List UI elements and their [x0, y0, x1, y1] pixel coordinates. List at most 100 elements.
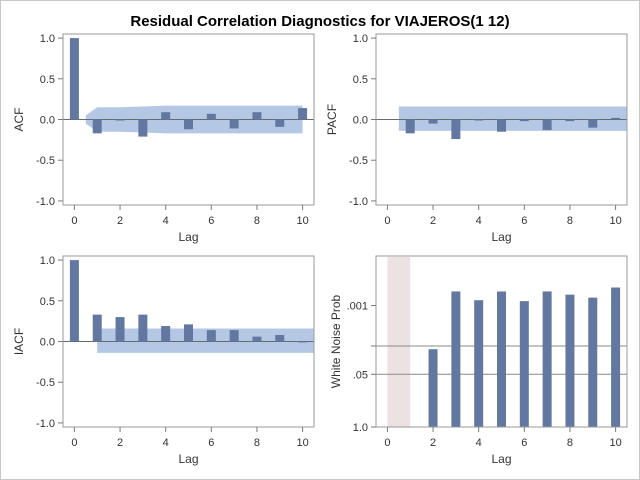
x-tick-label: 10 — [296, 437, 308, 449]
panel-acf: 1.0 0.5 0.0 -0.5 -1.0 0 2 4 6 8 10 Lag ACF — [12, 33, 315, 244]
bar-lag-9 — [588, 119, 598, 128]
bar-lag-3 — [451, 119, 461, 140]
bar-lag-3 — [138, 119, 148, 137]
x-tick-label: 10 — [296, 215, 308, 227]
panel-iacf: 1.0 0.5 0.0 -0.5 -1.0 0 2 4 6 8 10 Lag IACF — [12, 255, 315, 466]
y-tick-label: -0.5 — [36, 155, 55, 167]
y-tick-label: 1.0 — [353, 422, 368, 434]
bar-lag-8 — [565, 119, 575, 122]
figure-title: Residual Correlation Diagnostics for VIA… — [130, 13, 509, 30]
x-tick-label: 4 — [476, 437, 482, 449]
panel-white-noise: .001 .05 1.0 0 2 4 6 8 10 Lag White Noise Prob — [329, 255, 628, 466]
plot-area-border — [375, 255, 628, 428]
x-tick-label: 10 — [609, 437, 621, 449]
bar-lag-10 — [298, 108, 308, 120]
bar-lag-3 — [451, 291, 461, 427]
y-tick-label: -1.0 — [36, 196, 55, 208]
confidence-band — [97, 328, 314, 353]
bar-lag-6 — [519, 119, 529, 122]
y-axis-label: White Noise Prob — [329, 294, 343, 388]
bar-lag-2 — [428, 119, 438, 124]
x-tick-label: 8 — [254, 437, 260, 449]
bar-lag-10 — [611, 287, 621, 427]
y-tick-label: -0.5 — [36, 377, 55, 389]
y-tick-label: 0.5 — [40, 296, 55, 308]
x-axis-label: Lag — [178, 230, 198, 244]
bar-lag-9 — [275, 119, 285, 127]
x-tick-label: 2 — [430, 215, 436, 227]
bar-lag-6 — [206, 113, 216, 120]
x-tick-label: 8 — [254, 215, 260, 227]
bar-lag-1 — [92, 314, 102, 342]
x-axis-label: Lag — [491, 230, 511, 244]
bar-lag-8 — [252, 336, 262, 342]
bar-lag-8 — [252, 112, 262, 120]
y-tick-label: -0.5 — [349, 155, 368, 167]
bar-lag-2 — [115, 119, 125, 121]
y-axis-label: PACF — [325, 104, 339, 135]
y-tick-label: .001 — [347, 300, 368, 312]
y-tick-label: 0.5 — [40, 74, 55, 86]
y-axis-label: ACF — [12, 108, 26, 132]
bar-lag-0 — [69, 260, 79, 342]
bar-lag-6 — [206, 330, 216, 342]
panel-pacf: 1.0 0.5 0.0 -0.5 -1.0 0 2 4 6 8 10 Lag PACF — [325, 33, 628, 244]
bar-lag-5 — [184, 119, 193, 130]
bar-lag-10 — [298, 341, 308, 343]
bar-lag-10 — [611, 117, 621, 120]
bar-lag-1 — [405, 119, 415, 134]
x-tick-label: 8 — [567, 437, 573, 449]
bar-lag-4 — [474, 300, 484, 427]
x-tick-label: 0 — [71, 215, 77, 227]
x-tick-label: 8 — [567, 215, 573, 227]
bar-lag-4 — [474, 119, 484, 121]
bar-lag-8 — [565, 294, 575, 427]
bar-lag-7 — [229, 119, 239, 129]
shaded-lag-region — [387, 257, 411, 427]
x-tick-label: 4 — [163, 437, 169, 449]
x-tick-label: 2 — [117, 215, 123, 227]
bar-lag-7 — [542, 119, 552, 131]
bar-lag-3 — [138, 314, 148, 342]
y-tick-label: 0.0 — [40, 337, 55, 349]
x-axis-label: Lag — [178, 452, 198, 466]
y-tick-label: 0.0 — [40, 115, 55, 127]
y-tick-label: -1.0 — [349, 196, 368, 208]
x-axis-label: Lag — [491, 452, 511, 466]
bar-lag-5 — [497, 291, 506, 427]
y-axis-label: IACF — [12, 328, 26, 355]
y-tick-label: -1.0 — [36, 418, 55, 430]
x-tick-label: 0 — [71, 437, 77, 449]
bar-lag-1 — [92, 119, 102, 134]
bar-lag-9 — [588, 297, 598, 427]
y-tick-label: 1.0 — [40, 33, 55, 45]
x-tick-label: 10 — [609, 215, 621, 227]
bar-lag-4 — [161, 112, 171, 120]
x-tick-label: 0 — [384, 437, 390, 449]
x-tick-label: 2 — [430, 437, 436, 449]
y-tick-label: 0.0 — [353, 115, 368, 127]
bar-lag-5 — [497, 119, 506, 132]
x-tick-label: 4 — [476, 215, 482, 227]
x-tick-label: 2 — [117, 437, 123, 449]
x-tick-label: 6 — [208, 215, 214, 227]
x-tick-label: 6 — [521, 437, 527, 449]
bar-lag-9 — [275, 334, 285, 342]
y-tick-label: 1.0 — [353, 33, 368, 45]
y-tick-label: 0.5 — [353, 74, 368, 86]
x-tick-label: 6 — [521, 215, 527, 227]
x-tick-label: 4 — [163, 215, 169, 227]
x-tick-label: 0 — [384, 215, 390, 227]
bar-lag-5 — [184, 324, 193, 342]
bar-lag-7 — [542, 291, 552, 427]
bar-lag-0 — [69, 38, 79, 120]
bar-lag-6 — [519, 301, 529, 427]
x-tick-label: 6 — [208, 437, 214, 449]
bar-lag-7 — [229, 330, 239, 342]
y-tick-label: .05 — [353, 369, 368, 381]
bar-lag-2 — [115, 317, 125, 342]
bar-lag-4 — [161, 326, 171, 342]
y-tick-label: 1.0 — [40, 255, 55, 267]
